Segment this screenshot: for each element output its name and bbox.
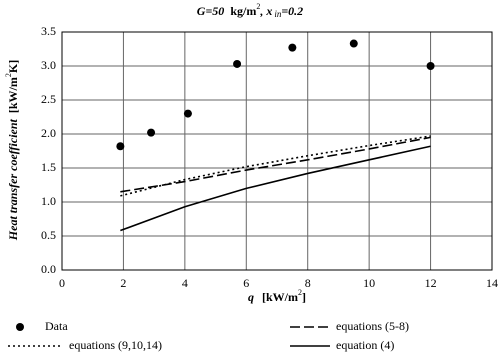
- title-part: kg/m: [230, 4, 256, 18]
- title-part: G=50: [197, 4, 225, 18]
- data-point: [233, 59, 242, 68]
- y-tick-label: 0.0: [41, 262, 56, 276]
- y-tick-label: 2.5: [41, 92, 56, 106]
- data-point: [426, 62, 435, 70]
- legend-label: equation (4): [336, 338, 394, 352]
- y-label-part: Heat transfer coefficient: [6, 118, 20, 241]
- y-tick-label: 2.0: [41, 126, 56, 140]
- legend-marker: [16, 323, 24, 331]
- y-label-part: K]: [6, 60, 20, 73]
- y-tick-label: 3.5: [41, 24, 56, 38]
- data-point: [288, 43, 297, 52]
- x-tick-label: 0: [59, 276, 65, 290]
- title-part: in: [274, 9, 282, 19]
- data-point: [116, 142, 125, 151]
- x-tick-label: 10: [363, 276, 375, 290]
- data-point: [183, 109, 192, 118]
- x-label-part: 2: [298, 288, 302, 297]
- x-label-part: [kW/m: [262, 290, 298, 304]
- x-axis-label: q [kW/m2]: [248, 288, 306, 304]
- x-tick-label: 4: [182, 276, 188, 290]
- title-part: , x: [259, 4, 272, 18]
- x-tick-label: 12: [425, 276, 437, 290]
- series-line: [120, 145, 431, 232]
- y-tick-label: 1.5: [41, 160, 56, 174]
- legend-label: equations (9,10,14): [69, 338, 162, 352]
- y-tick-label: 1.0: [41, 194, 56, 208]
- title-part: 2: [256, 2, 260, 11]
- plot-border: [61, 31, 493, 271]
- x-tick-label: 6: [243, 276, 249, 290]
- legend-label: Data: [45, 319, 68, 333]
- x-tick-label: 14: [486, 276, 498, 290]
- data-point: [349, 39, 358, 48]
- y-tick-label: 3.0: [41, 58, 56, 72]
- x-tick-label: 8: [305, 276, 311, 290]
- x-label-part: ]: [302, 290, 306, 304]
- title-part: =0.2: [281, 4, 303, 18]
- y-tick-label: 0.5: [41, 228, 56, 242]
- series-line: [120, 135, 431, 197]
- series-line: [120, 136, 431, 193]
- y-axis-label: Heat transfer coefficient [kW/m2K]: [4, 60, 20, 241]
- y-label-part: 2: [4, 73, 13, 77]
- y-label-part: [kW/m: [6, 77, 20, 113]
- x-label-part: q: [248, 290, 254, 304]
- legend-label: equations (5-8): [336, 319, 409, 333]
- data-point: [147, 128, 156, 137]
- x-tick-label: 2: [120, 276, 126, 290]
- chart-title: G=50 kg/m2, x in=0.2: [197, 2, 303, 19]
